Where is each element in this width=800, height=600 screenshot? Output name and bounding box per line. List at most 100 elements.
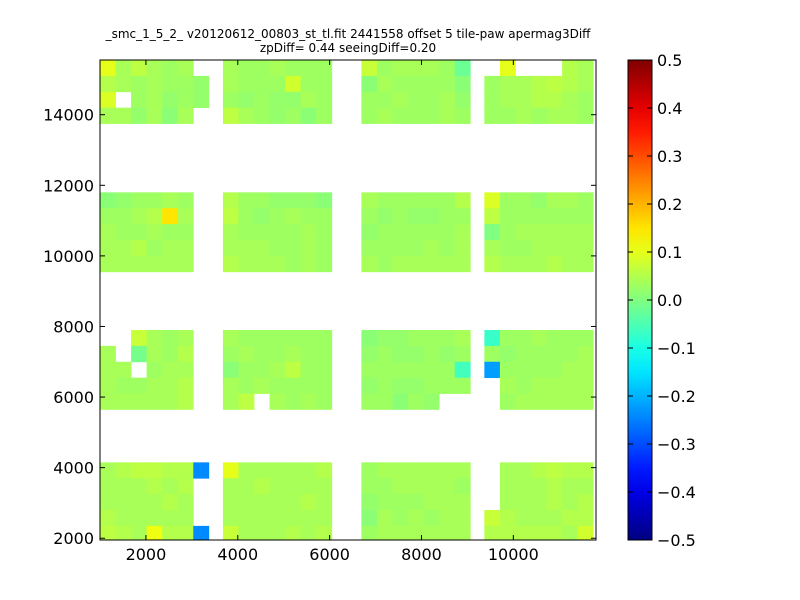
heatmap-cell xyxy=(146,192,163,209)
heatmap-cell xyxy=(269,345,286,363)
heatmap-cell xyxy=(269,478,286,495)
heatmap-cell xyxy=(146,107,163,124)
heatmap-cell xyxy=(115,510,132,527)
heatmap-cell xyxy=(238,377,255,394)
y-tick-label: 8000 xyxy=(53,317,94,336)
heatmap-cell xyxy=(376,224,393,241)
heatmap-cell xyxy=(408,393,424,410)
heatmap-cell xyxy=(454,525,471,540)
heatmap-cell xyxy=(300,510,317,527)
y-tick-label: 14000 xyxy=(43,106,94,125)
heatmap-cell xyxy=(131,478,148,495)
heatmap-cell xyxy=(316,462,333,479)
heatmap-cell xyxy=(562,478,579,495)
heatmap-cell xyxy=(177,393,194,410)
heatmap-cell xyxy=(423,361,440,379)
heatmap-cell xyxy=(408,377,424,394)
heatmap-cell xyxy=(577,60,594,77)
heatmap-cell xyxy=(285,377,302,394)
heatmap-cell xyxy=(131,91,148,109)
heatmap-cell xyxy=(546,478,563,495)
heatmap-cell xyxy=(222,525,239,540)
heatmap-cell xyxy=(285,361,302,379)
heatmap-cell xyxy=(577,240,594,257)
heatmap-cell xyxy=(392,525,409,540)
heatmap-cell xyxy=(131,345,148,363)
heatmap-cell xyxy=(454,224,471,241)
heatmap-cell xyxy=(361,494,378,511)
heatmap-cell xyxy=(408,345,424,363)
heatmap-cell xyxy=(546,345,563,363)
heatmap-cell xyxy=(254,345,270,363)
heatmap-cell xyxy=(162,240,179,257)
heatmap-cell xyxy=(439,525,456,540)
heatmap-cell xyxy=(162,60,179,77)
heatmap-cell xyxy=(146,525,163,540)
heatmap-cell xyxy=(484,107,501,124)
heatmap-cell xyxy=(115,393,132,410)
heatmap-cell xyxy=(515,377,532,394)
heatmap-cell xyxy=(499,107,516,124)
heatmap-cell xyxy=(269,208,286,225)
heatmap-cell xyxy=(100,510,116,527)
heatmap-cell xyxy=(269,60,286,77)
heatmap-cell xyxy=(254,240,270,257)
heatmap-cell xyxy=(376,345,393,363)
heatmap-cell xyxy=(515,462,532,479)
heatmap-cell xyxy=(577,91,594,109)
heatmap-cell xyxy=(193,91,210,109)
heatmap-cell xyxy=(115,462,132,479)
heatmap-cell xyxy=(316,208,333,225)
heatmap-cell xyxy=(484,330,501,347)
heatmap-cell xyxy=(100,60,116,77)
heatmap-cell xyxy=(238,462,255,479)
heatmap-cell xyxy=(423,75,440,93)
colorbar-tick-label: 0.4 xyxy=(657,99,682,118)
heatmap-cell xyxy=(515,393,532,410)
heatmap-cell xyxy=(177,330,194,347)
heatmap-cell xyxy=(254,60,270,77)
heatmap-cell xyxy=(531,240,547,257)
heatmap-cell xyxy=(562,525,579,540)
heatmap-cell xyxy=(300,224,317,241)
heatmap-cell xyxy=(577,478,594,495)
heatmap-cell xyxy=(531,255,547,273)
x-axis: 2000 4000 6000 8000 10000 xyxy=(126,60,539,564)
x-tick-label: 6000 xyxy=(309,545,350,564)
heatmap-cell xyxy=(316,393,333,410)
heatmap-cell xyxy=(454,192,471,209)
heatmap-cell xyxy=(100,192,116,209)
heatmap-cell xyxy=(162,361,179,379)
heatmap-cell xyxy=(562,330,579,347)
heatmap-cell xyxy=(562,224,579,241)
heatmap-cell xyxy=(439,224,456,241)
heatmap-cell xyxy=(238,240,255,257)
heatmap-cell xyxy=(562,393,579,410)
heatmap-cell xyxy=(499,75,516,93)
heatmap-cell xyxy=(177,60,194,77)
heatmap-cell xyxy=(439,494,456,511)
heatmap-cell xyxy=(238,224,255,241)
heatmap-cell xyxy=(316,525,333,540)
heatmap-cell xyxy=(546,192,563,209)
heatmap-cell xyxy=(439,208,456,225)
heatmap-cell xyxy=(392,240,409,257)
heatmap-cell xyxy=(515,525,532,540)
heatmap-cell xyxy=(131,525,148,540)
heatmap-cell xyxy=(238,255,255,273)
heatmap-cell xyxy=(423,208,440,225)
heatmap-cell xyxy=(376,75,393,93)
heatmap-cell xyxy=(454,208,471,225)
heatmap-cell xyxy=(361,255,378,273)
heatmap-cell xyxy=(361,240,378,257)
heatmap-cell xyxy=(408,91,424,109)
heatmap-cell xyxy=(254,462,270,479)
heatmap-cell xyxy=(499,494,516,511)
heatmap-cell xyxy=(408,330,424,347)
heatmap-cell xyxy=(515,510,532,527)
heatmap-cell xyxy=(222,330,239,347)
heatmap-cell xyxy=(177,478,194,495)
heatmap-cell xyxy=(562,60,579,77)
heatmap-cell xyxy=(115,224,132,241)
heatmap-cell xyxy=(162,393,179,410)
